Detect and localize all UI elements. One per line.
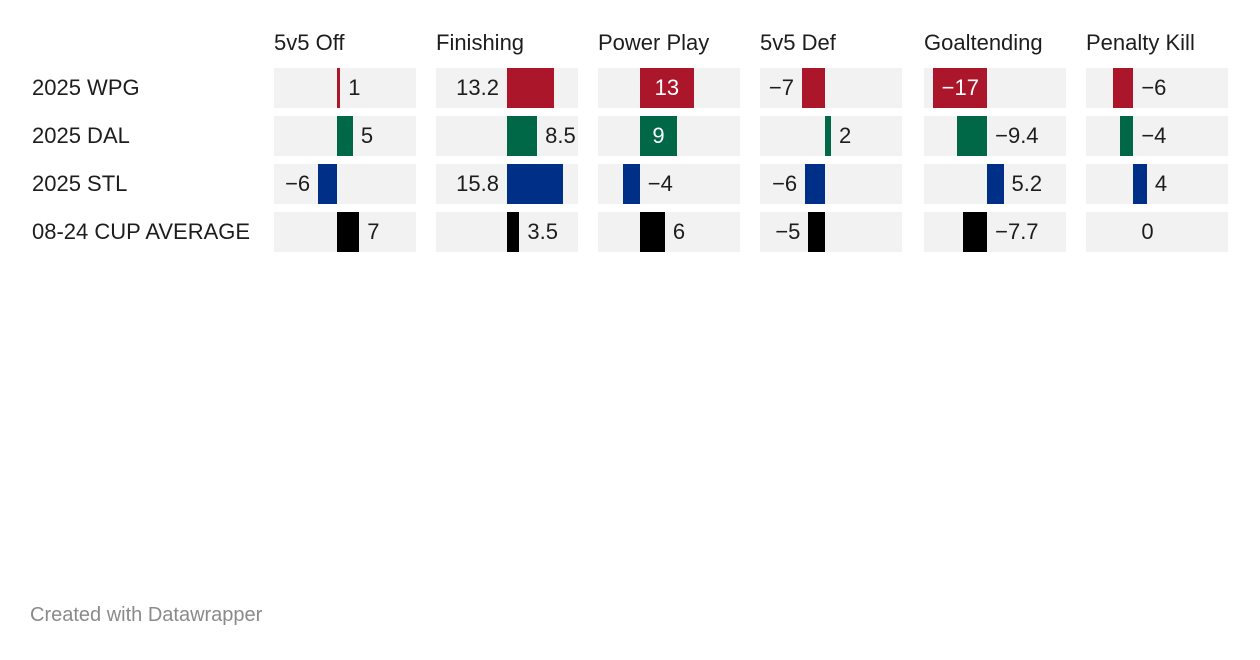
- column-header-finishing: Finishing: [436, 30, 525, 55]
- bar-08-24-cup-average-5v5-off: [337, 212, 360, 252]
- cell-08-24-cup-average-5v5-off: 7: [274, 212, 416, 252]
- cell-2025-stl-5v5-def: −6: [760, 164, 902, 204]
- bar-2025-dal-5v5-off: [337, 116, 353, 156]
- value-label-08-24-cup-average-power-play: 6: [672, 219, 686, 244]
- bar-2025-wpg-finishing: [507, 68, 554, 108]
- column-header-penalty-kill: Penalty Kill: [1086, 30, 1195, 55]
- bar-2025-stl-5v5-off: [318, 164, 338, 204]
- bar-2025-dal-goaltending: [957, 116, 988, 156]
- cell-2025-stl-penalty-kill: 4: [1086, 164, 1228, 204]
- value-label-08-24-cup-average-goaltending: −7.7: [995, 219, 1039, 244]
- value-label-2025-dal-5v5-off: 5: [360, 123, 374, 148]
- value-label-2025-stl-power-play: −4: [647, 171, 673, 196]
- value-label-2025-wpg-5v5-def: −7: [768, 75, 794, 100]
- column-header-power-play: Power Play: [598, 30, 710, 55]
- value-label-2025-dal-power-play: 9: [652, 123, 665, 148]
- row-label-2025-wpg: 2025 WPG: [32, 75, 140, 100]
- bar-08-24-cup-average-power-play: [639, 212, 665, 252]
- cell-2025-stl-goaltending: 5.2: [924, 164, 1066, 204]
- bar-table-chart: 5v5 Off Finishing Power Play 5v5 Def Goalten…: [0, 0, 1260, 300]
- bar-2025-wpg-goaltending: [933, 68, 988, 108]
- row-label-08-24-cup-average: 08-24 CUP AVERAGE: [32, 219, 251, 244]
- bar-2025-stl-goaltending: [987, 164, 1004, 204]
- bar-08-24-cup-average-goaltending: [962, 212, 988, 252]
- cell-2025-dal-5v5-def: 2: [760, 116, 902, 156]
- cell-08-24-cup-average-finishing: 3.5: [436, 212, 578, 252]
- value-label-2025-stl-penalty-kill: 4: [1154, 171, 1168, 196]
- column-header-goaltending: Goaltending: [924, 30, 1043, 55]
- cell-2025-wpg-power-play: 13: [598, 68, 740, 108]
- value-label-2025-stl-finishing: 15.8: [456, 171, 499, 196]
- value-label-08-24-cup-average-finishing: 3.5: [527, 219, 559, 244]
- value-label-08-24-cup-average-penalty-kill: 0: [1141, 219, 1154, 244]
- cell-2025-dal-power-play: 9: [598, 116, 740, 156]
- cell-2025-wpg-goaltending: −17: [924, 68, 1066, 108]
- bar-2025-stl-penalty-kill: [1133, 164, 1147, 204]
- bar-2025-wpg-5v5-off: [337, 68, 341, 108]
- bar-2025-stl-power-play: [623, 164, 640, 204]
- bar-08-24-cup-average-finishing: [507, 212, 520, 252]
- cell-2025-stl-finishing: 15.8: [436, 164, 578, 204]
- value-label-2025-wpg-5v5-off: 1: [348, 75, 361, 100]
- cell-08-24-cup-average-goaltending: −7.7: [924, 212, 1066, 252]
- cell-2025-stl-power-play: −4: [598, 164, 740, 204]
- row-label-2025-stl: 2025 STL: [32, 171, 128, 196]
- cell-08-24-cup-average-penalty-kill: 0: [1086, 212, 1228, 252]
- cell-2025-dal-goaltending: −9.4: [924, 116, 1066, 156]
- value-label-2025-dal-penalty-kill: −4: [1141, 123, 1167, 148]
- row-label-2025-dal: 2025 DAL: [32, 123, 130, 148]
- value-label-2025-wpg-power-play: 13: [654, 75, 680, 100]
- bar-08-24-cup-average-5v5-def: [808, 212, 825, 252]
- cell-08-24-cup-average-5v5-def: −5: [760, 212, 902, 252]
- bar-2025-stl-5v5-def: [805, 164, 825, 204]
- cell-2025-wpg-5v5-def: −7: [760, 68, 902, 108]
- cell-08-24-cup-average-power-play: 6: [598, 212, 740, 252]
- cell-2025-dal-finishing: 8.5: [436, 116, 578, 156]
- value-label-2025-dal-finishing: 8.5: [545, 123, 576, 148]
- column-header-5v5-off: 5v5 Off: [274, 30, 345, 55]
- cell-2025-dal-5v5-off: 5: [274, 116, 416, 156]
- bar-2025-stl-finishing: [507, 164, 564, 204]
- bar-2025-dal-power-play: [639, 116, 678, 156]
- cell-2025-wpg-penalty-kill: −6: [1086, 68, 1228, 108]
- value-label-2025-dal-5v5-def: 2: [839, 123, 852, 148]
- value-label-08-24-cup-average-5v5-off: 7: [367, 219, 380, 244]
- bar-2025-wpg-5v5-def: [801, 68, 825, 108]
- cell-2025-stl-5v5-off: −6: [274, 164, 416, 204]
- bar-2025-dal-finishing: [507, 116, 538, 156]
- value-label-2025-wpg-goaltending: −17: [941, 75, 979, 100]
- value-label-2025-wpg-penalty-kill: −6: [1141, 75, 1167, 100]
- value-label-2025-stl-5v5-off: −6: [285, 171, 311, 196]
- bar-2025-wpg-penalty-kill: [1113, 68, 1134, 108]
- value-label-2025-stl-goaltending: 5.2: [1011, 171, 1043, 196]
- value-label-2025-wpg-finishing: 13.2: [456, 75, 499, 100]
- cell-2025-wpg-finishing: 13.2: [436, 68, 578, 108]
- value-label-2025-dal-goaltending: −9.4: [995, 123, 1039, 148]
- bar-2025-wpg-power-play: [639, 68, 695, 108]
- cell-2025-wpg-5v5-off: 1: [274, 68, 416, 108]
- bar-2025-dal-5v5-def: [824, 116, 831, 156]
- cell-2025-dal-penalty-kill: −4: [1086, 116, 1228, 156]
- column-header-5v5-def: 5v5 Def: [760, 30, 836, 55]
- value-label-08-24-cup-average-5v5-def: −5: [775, 219, 801, 244]
- value-label-2025-stl-5v5-def: −6: [772, 171, 798, 196]
- bar-2025-dal-penalty-kill: [1119, 116, 1134, 156]
- datawrapper-credit: Created with Datawrapper: [30, 604, 263, 626]
